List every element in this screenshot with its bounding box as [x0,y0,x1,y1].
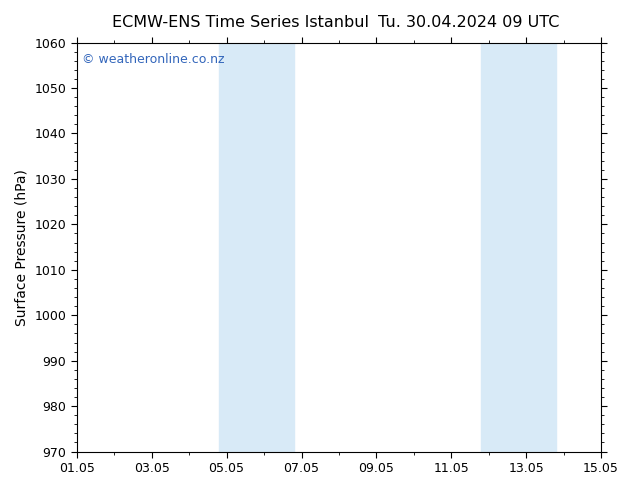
Text: Tu. 30.04.2024 09 UTC: Tu. 30.04.2024 09 UTC [378,15,560,30]
Bar [219,43,294,452]
Text: © weatheronline.co.nz: © weatheronline.co.nz [82,53,224,66]
Text: ECMW-ENS Time Series Istanbul: ECMW-ENS Time Series Istanbul [112,15,370,30]
Y-axis label: Surface Pressure (hPa): Surface Pressure (hPa) [15,169,29,325]
Bar [481,43,556,452]
